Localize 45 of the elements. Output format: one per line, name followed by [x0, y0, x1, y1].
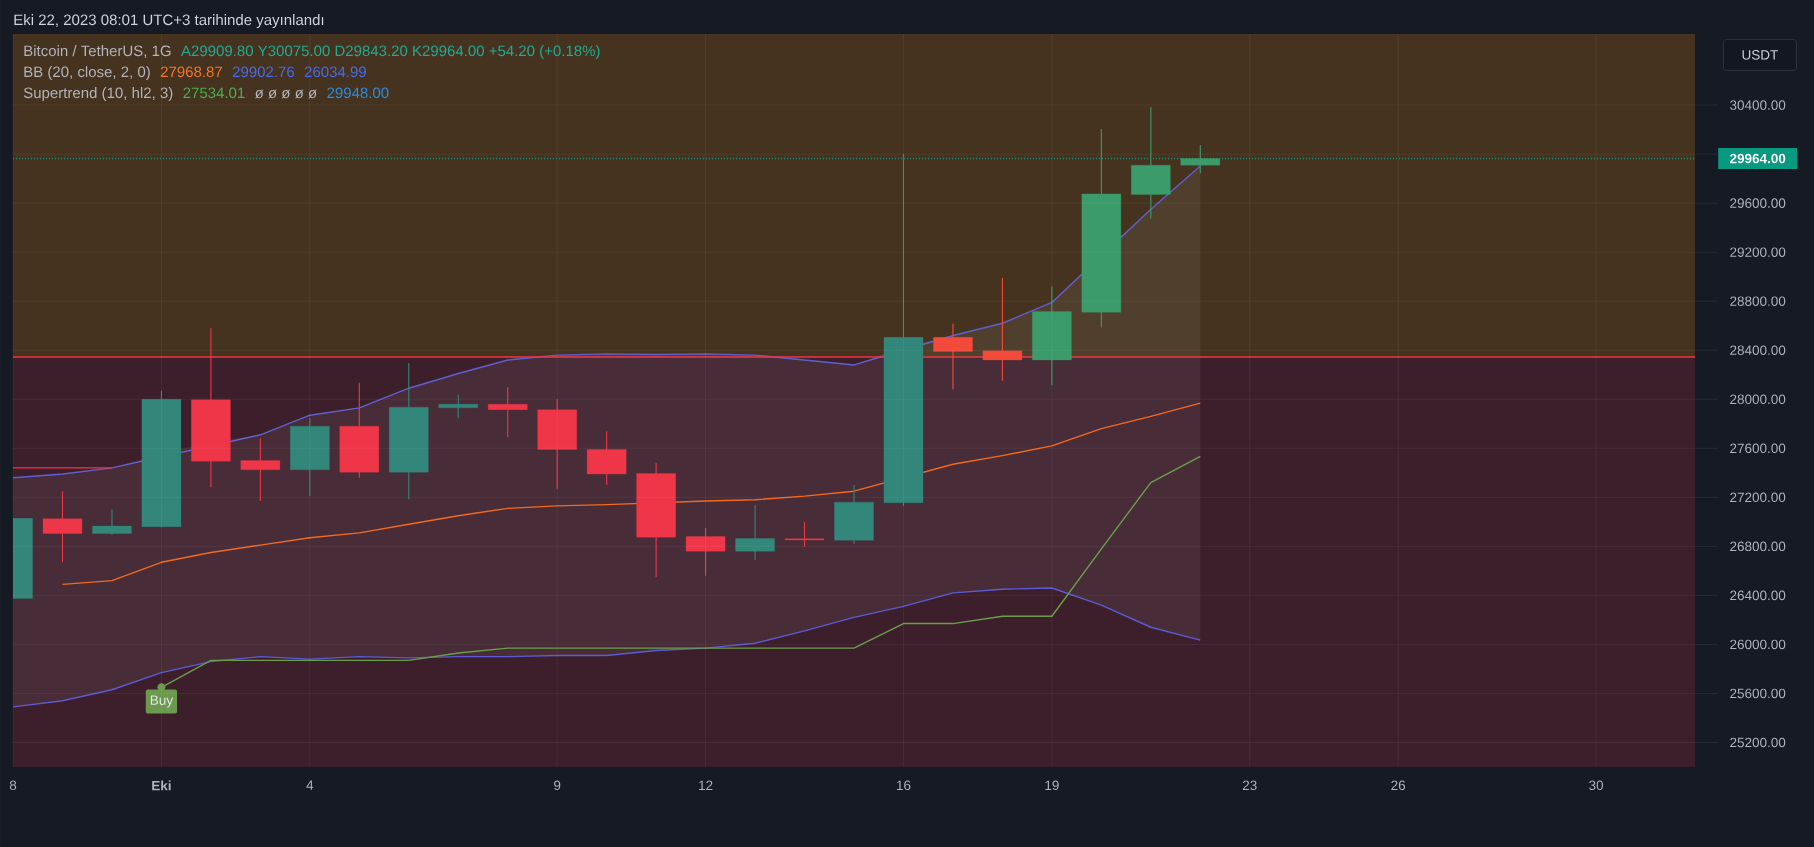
y-tick-label: 28400.00: [1730, 345, 1786, 355]
x-tick-label: 4: [306, 780, 314, 790]
annotation: BB (20, close, 2, 0): [24, 66, 150, 81]
y-axis-title: USDT: [1742, 50, 1778, 60]
x-tick-label: 26: [1391, 780, 1406, 791]
x-tick-label: 12: [699, 780, 713, 790]
annotation: 27534.01: [183, 87, 245, 99]
candlestick: [784, 521, 825, 548]
annotation: Bitcoin / TetherUS, 1G: [24, 45, 171, 58]
y-tick-label: 28000.00: [1730, 394, 1786, 405]
y-tick-label: 25200.00: [1730, 737, 1786, 748]
candlestick: [438, 394, 478, 419]
annotation: Buy: [150, 695, 174, 708]
y-tick-label: 27200.00: [1730, 492, 1786, 503]
candlestick: [982, 277, 1023, 382]
candlestick: [488, 386, 528, 438]
line-series: [61, 402, 1201, 586]
line-series: [13, 587, 1201, 708]
y-tick-label: 26800.00: [1730, 541, 1786, 552]
y-tick-label: 29600.00: [1730, 198, 1786, 208]
ref-line-label: 29964.00: [1730, 153, 1786, 164]
x-tick-label: 30: [1589, 780, 1604, 791]
candlestick: [240, 437, 281, 502]
x-tick-label: 8: [9, 780, 17, 791]
annotation: 29902.76: [232, 66, 295, 78]
x-tick-label: Eki: [152, 780, 171, 791]
y-tick-label: 25600.00: [1730, 688, 1786, 699]
y-tick-label: 27600.00: [1730, 443, 1786, 454]
x-tick-label: 23: [1242, 780, 1257, 791]
y-tick-label: 29200.00: [1730, 247, 1786, 257]
candlestick: [1180, 144, 1220, 174]
x-tick-label: 9: [554, 780, 561, 791]
chart-title: Eki 22, 2023 08:01 UTC+3 tarihinde yayınlandı: [14, 14, 324, 29]
x-tick-label: 19: [1045, 780, 1059, 791]
annotation: 29948.00: [327, 87, 389, 99]
annotation: ø ø ø ø ø: [254, 89, 317, 99]
x-tick-label: 16: [897, 780, 911, 791]
y-tick-label: 26400.00: [1730, 590, 1786, 601]
annotation: 26034.99: [304, 66, 366, 78]
annotation: Supertrend (10, hl2, 3): [23, 87, 173, 102]
y-tick-label: 28800.00: [1730, 296, 1786, 306]
annotation: A29909.80 Y30075.00 D29843.20 K29964.00 +54.20 (+0.18%): [181, 45, 600, 60]
y-tick-label: 30400.00: [1730, 100, 1786, 110]
annotation: 27968.87: [160, 66, 222, 78]
y-tick-label: 26000.00: [1730, 639, 1786, 650]
